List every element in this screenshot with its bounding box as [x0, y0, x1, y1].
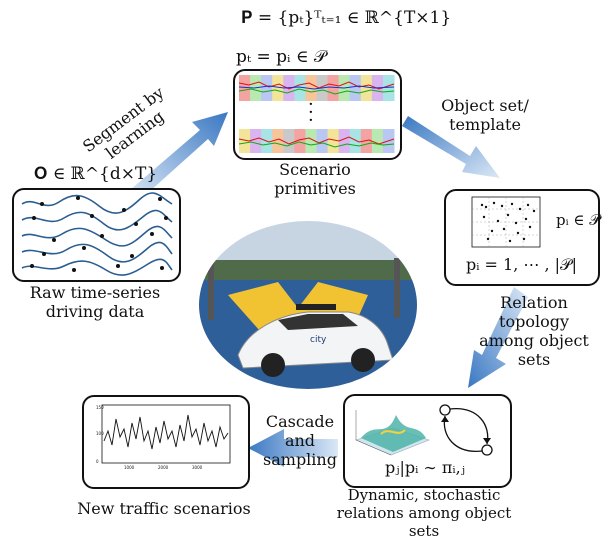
- object-set-box: pᵢ ∈ 𝒫 pᵢ = 1, ⋯ , |𝒫|: [444, 189, 600, 286]
- dynamic-relations-box: pⱼ|pᵢ ∼ πᵢ,ⱼ: [343, 394, 512, 488]
- primitive-segment: [261, 75, 273, 101]
- object-set-label: Object set/ template: [441, 96, 529, 134]
- primitive-segment: [239, 75, 251, 101]
- cascade-sampling-label: Cascade and sampling: [263, 412, 337, 469]
- vertical-ellipsis: · · ·: [308, 94, 314, 131]
- object-scatter-plot: [471, 196, 541, 248]
- primitive-segment: [239, 129, 251, 153]
- dynamic-relations-caption: Dynamic, stochastic relations among obje…: [336, 486, 512, 540]
- primitive-segment: [272, 129, 284, 153]
- primitive-segment: [327, 129, 340, 153]
- p-sequence-formula: 𝐏 = {pₜ}ᵀₜ₌₁ ∈ ℝ^{T×1}: [241, 8, 452, 28]
- svg-text:1000: 1000: [124, 465, 135, 470]
- raw-timeseries-plot: [21, 192, 173, 276]
- o-matrix-formula: 𝐎 ∈ ℝ^{d×T}: [34, 164, 158, 184]
- primitives-strip-top: [238, 75, 395, 101]
- car-brand-text: city: [310, 335, 327, 345]
- svg-text:0: 0: [96, 459, 99, 464]
- arrow-segment: [130, 112, 528, 467]
- primitive-segment: [305, 75, 317, 101]
- new-scenarios-box: 150 100 0 1000 2000 3000: [82, 395, 250, 489]
- primitive-segment: [305, 129, 317, 153]
- svg-text:100: 100: [96, 431, 104, 436]
- svg-text:150: 150: [96, 405, 104, 410]
- surface-plot: [355, 410, 430, 456]
- primitive-segment: [294, 75, 306, 101]
- new-scenarios-caption: New traffic scenarios: [77, 499, 251, 518]
- svg-text:2000: 2000: [158, 465, 169, 470]
- scenario-primitives-box: · · ·: [233, 69, 402, 160]
- relation-topology-label: Relation topology among object sets: [479, 293, 589, 369]
- primitive-segment: [371, 129, 384, 153]
- primitive-segment: [338, 129, 351, 153]
- primitive-segment: [360, 75, 373, 101]
- svg-text:3000: 3000: [192, 465, 203, 470]
- primitive-segment: [272, 75, 284, 101]
- primitive-segment: [250, 129, 262, 153]
- primitive-segment: [283, 129, 295, 153]
- scenario-primitives-caption: Scenario primitives: [274, 160, 356, 198]
- raw-data-caption: Raw time-series driving data: [29, 283, 161, 321]
- primitive-segment: [316, 129, 329, 153]
- pi-range-formula: pᵢ = 1, ⋯ , |𝒫|: [466, 255, 577, 274]
- primitive-segment: [349, 129, 362, 153]
- primitive-segment: [327, 75, 340, 101]
- raw-data-box: [12, 188, 181, 282]
- primitive-segment: [360, 129, 373, 153]
- conditional-transition-formula: pⱼ|pᵢ ∼ πᵢ,ⱼ: [385, 458, 465, 477]
- primitives-strip-bottom: [238, 129, 395, 153]
- primitive-segment: [349, 75, 362, 101]
- primitive-segment: [294, 129, 306, 153]
- car-photo: city: [199, 221, 417, 389]
- transition-graph: [439, 404, 493, 456]
- primitive-segment: [382, 75, 395, 101]
- pi-in-set-formula: pᵢ ∈ 𝒫: [556, 211, 601, 229]
- pt-equality-formula: pₜ = pᵢ ∈ 𝒫: [236, 47, 327, 67]
